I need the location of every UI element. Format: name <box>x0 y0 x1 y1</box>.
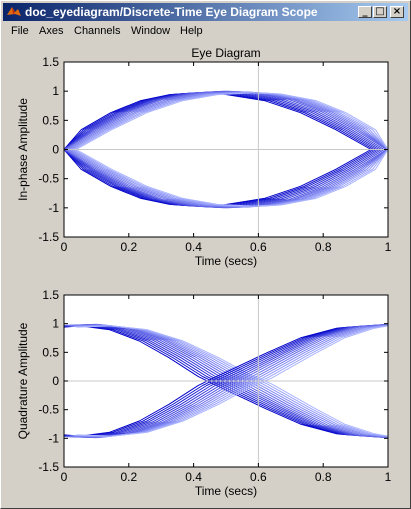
chart1-trace <box>75 149 389 207</box>
chart2-ytick-label: 1.5 <box>42 288 59 302</box>
chart2-trace <box>63 325 373 437</box>
chart1-ytick-label: 1.5 <box>42 55 59 69</box>
menu-bar: File Axes Channels Window Help <box>3 22 408 41</box>
menu-file[interactable]: File <box>11 25 29 37</box>
chart2-trace <box>63 325 375 437</box>
chart1-trace <box>70 91 389 150</box>
chart2-ytick-label: -0.5 <box>38 403 59 417</box>
chart2-xtick-label: 0 <box>61 470 68 484</box>
maximize-button[interactable]: □ <box>373 6 387 18</box>
minimize-button[interactable]: _ <box>358 6 372 18</box>
menu-axes[interactable]: Axes <box>39 25 64 37</box>
window-title: doc_eyediagram/Discrete-Time Eye Diagram… <box>25 5 318 19</box>
chart2-trace <box>63 324 377 438</box>
matlab-logo-icon <box>7 7 21 16</box>
maximize-icon: □ <box>375 6 385 17</box>
chart2-ytick-label: -1 <box>48 431 59 445</box>
chart2-ytick-label: 0 <box>52 374 59 388</box>
chart2-xtick-label: 0.8 <box>315 470 332 484</box>
chart1-xtick-label: 0.2 <box>120 240 137 254</box>
chart2-trace <box>63 324 380 438</box>
chart1-xtick-label: 1 <box>385 240 392 254</box>
chart1-title: Eye Diagram <box>191 46 260 60</box>
chart1-trace <box>68 91 389 150</box>
chart2-ytick-label: 0.5 <box>42 345 59 359</box>
chart1-ytick-label: 0 <box>52 143 59 157</box>
chart1-xtick-label: 0.4 <box>185 240 202 254</box>
chart2-xtick-label: 0.6 <box>250 470 267 484</box>
chart2-xtick-label: 0.4 <box>185 470 202 484</box>
chart1-xtick-label: 0.8 <box>315 240 332 254</box>
title-bar[interactable]: doc_eyediagram/Discrete-Time Eye Diagram… <box>3 3 408 21</box>
chart1-xlabel: Time (secs) <box>195 254 257 268</box>
chart2-trace <box>63 324 385 438</box>
chart2-trace <box>63 324 382 438</box>
chart1-ytick-label: -1.5 <box>38 230 59 244</box>
chart2-ylabel: Quadrature Amplitude <box>16 322 30 439</box>
chart2-trace <box>77 325 389 437</box>
chart1-trace <box>64 149 389 209</box>
menu-help[interactable]: Help <box>180 25 203 37</box>
chart2-trace <box>63 325 373 437</box>
chart1-xtick-label: 0.6 <box>250 240 267 254</box>
chart2-xtick-label: 1 <box>385 470 392 484</box>
chart2-trace <box>63 325 375 437</box>
chart1-ytick-label: -1 <box>48 201 59 215</box>
chart2-xlabel: Time (secs) <box>195 484 257 498</box>
chart1-ytick-label: -0.5 <box>38 172 59 186</box>
chart1-ylabel: In-phase Amplitude <box>16 98 30 201</box>
chart1-trace <box>70 149 389 208</box>
close-icon: × <box>392 6 402 17</box>
close-button[interactable]: × <box>390 6 404 18</box>
chart2-trace <box>63 324 382 438</box>
chart1-ytick-label: 0.5 <box>42 113 59 127</box>
chart2-ytick-label: 1 <box>52 317 59 331</box>
chart2-trace <box>63 324 377 438</box>
menu-channels[interactable]: Channels <box>74 25 121 37</box>
menu-window[interactable]: Window <box>131 25 171 37</box>
chart2-trace <box>63 324 380 438</box>
chart1-trace <box>75 92 389 150</box>
minimize-icon: _ <box>362 6 368 17</box>
chart2-xtick-label: 0.2 <box>120 470 137 484</box>
chart1-trace <box>68 149 389 208</box>
chart2-trace <box>63 324 385 438</box>
chart1-ytick-label: 1 <box>52 84 59 98</box>
chart2-trace <box>77 325 389 437</box>
chart1-xtick-label: 0 <box>61 240 68 254</box>
chart1-trace <box>64 90 389 150</box>
chart2-ytick-label: -1.5 <box>38 460 59 474</box>
